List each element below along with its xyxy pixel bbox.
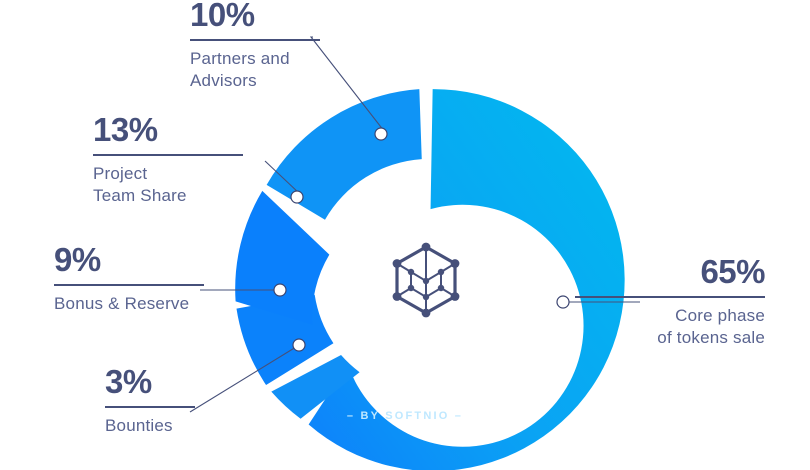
callout-core-phase[interactable]: 65% Core phase of tokens sale	[575, 253, 766, 349]
callout-partners-advisors[interactable]: 10% Partners and Advisors	[190, 0, 320, 92]
callout-bonus-rule	[54, 284, 204, 286]
callout-team-rule	[93, 154, 243, 156]
leader-dot-bonus	[273, 283, 287, 297]
callout-team-percent: 13%	[93, 111, 158, 148]
leader-dot-core	[556, 295, 570, 309]
donut-slice-partners-advisors[interactable]	[266, 89, 422, 220]
leader-line-bounties	[189, 346, 297, 413]
donut-slice-core-phase[interactable]	[308, 89, 625, 470]
callout-bonus-percent: 9%	[54, 241, 101, 278]
callout-bounties-rule	[105, 406, 195, 408]
callout-core-rule	[575, 296, 765, 298]
leader-line-partners	[309, 36, 385, 132]
callout-partners-rule	[190, 39, 320, 41]
leader-dot-team	[290, 190, 304, 204]
hexagon-network-icon	[392, 242, 460, 318]
callout-bounties[interactable]: 3% Bounties	[105, 365, 195, 437]
leader-dots	[273, 127, 570, 352]
callout-partners-percent: 10%	[190, 0, 255, 33]
donut-slice-bounties[interactable]	[271, 355, 360, 419]
donut-slice-project-team-share[interactable]	[235, 190, 330, 325]
byline-softnio: – BY SOFTNIO –	[346, 410, 464, 422]
callout-core-label: Core phase of tokens sale	[657, 306, 765, 347]
callout-project-team-share[interactable]: 13% Project Team Share	[93, 113, 243, 207]
callout-team-label: Project Team Share	[93, 164, 187, 205]
callout-bounties-label: Bounties	[105, 416, 173, 435]
leader-lines	[189, 36, 640, 413]
callout-core-percent: 65%	[700, 253, 765, 290]
leader-line-team	[264, 160, 301, 195]
leader-dot-bounties	[292, 338, 306, 352]
callout-bounties-percent: 3%	[105, 363, 152, 400]
callout-bonus-reserve[interactable]: 9% Bonus & Reserve	[54, 243, 204, 315]
leader-dot-partners	[374, 127, 388, 141]
callout-partners-label: Partners and Advisors	[190, 49, 290, 90]
callout-bonus-label: Bonus & Reserve	[54, 294, 190, 313]
